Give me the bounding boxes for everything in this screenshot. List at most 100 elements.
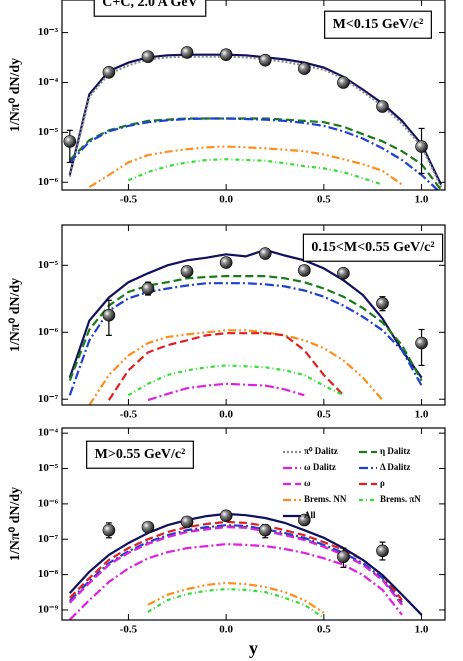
x-tick-label: 0.5 bbox=[317, 624, 331, 636]
annotation-box bbox=[324, 10, 432, 39]
data-point bbox=[337, 266, 350, 280]
y-tick-label: 10⁻⁸ bbox=[38, 568, 59, 580]
legend-label: All bbox=[304, 510, 316, 520]
data-point bbox=[415, 336, 428, 350]
x-tick-label: 0.0 bbox=[219, 194, 233, 206]
series-line bbox=[127, 158, 383, 186]
data-point bbox=[141, 520, 155, 534]
series-line bbox=[88, 145, 403, 189]
data-point bbox=[415, 140, 428, 153]
legend-label: Brems. NN bbox=[304, 494, 347, 504]
x-tick-label: -0.5 bbox=[120, 194, 138, 206]
x-tick-label: -0.5 bbox=[120, 624, 138, 636]
series-line bbox=[68, 512, 423, 616]
data-point bbox=[258, 523, 272, 537]
annotation-box bbox=[86, 440, 194, 469]
x-tick-label: -0.5 bbox=[120, 409, 138, 421]
data-point bbox=[219, 48, 233, 62]
data-point bbox=[180, 515, 194, 529]
series-line bbox=[68, 55, 443, 188]
series-line bbox=[69, 525, 403, 606]
data-point bbox=[141, 50, 155, 63]
y-tick-label: 10⁻⁶ bbox=[38, 326, 59, 338]
data-point bbox=[63, 135, 77, 148]
y-tick-label: 10⁻⁷ bbox=[38, 393, 59, 405]
y-axis-label: 1/Nπ⁰ dN/dy bbox=[8, 278, 23, 352]
legend-label: η Dalitz bbox=[380, 446, 410, 456]
data-point bbox=[258, 247, 272, 260]
plot-area bbox=[68, 53, 443, 190]
legend-label: ω bbox=[304, 478, 311, 488]
plot-area bbox=[68, 512, 423, 620]
data-point bbox=[102, 523, 116, 537]
data-point bbox=[337, 76, 350, 89]
data-point bbox=[376, 297, 389, 310]
legend-label: Brems. πN bbox=[380, 494, 421, 504]
y-tick-label: 10⁻⁹ bbox=[38, 603, 59, 615]
x-tick-label: 0.0 bbox=[219, 409, 233, 421]
y-axis-label: 1/Nπ⁰ dN/dy bbox=[8, 58, 23, 132]
data-point bbox=[180, 46, 194, 59]
data-point bbox=[298, 264, 311, 277]
annotation: 0.15<M<0.55 GeV/c² bbox=[311, 240, 434, 255]
series-line bbox=[127, 364, 344, 397]
annotation: M<0.15 GeV/c² bbox=[333, 17, 424, 32]
series-line bbox=[107, 332, 345, 401]
x-tick-label: 0.5 bbox=[317, 194, 331, 206]
data-point bbox=[376, 544, 389, 558]
series-line bbox=[68, 248, 423, 379]
data-point bbox=[180, 265, 194, 278]
y-tick-label: 10⁻⁷ bbox=[38, 533, 59, 545]
plot-area bbox=[68, 248, 423, 405]
y-tick-label: 10⁻⁶ bbox=[38, 497, 59, 509]
series-line bbox=[147, 581, 325, 614]
legend-label: ω Dalitz bbox=[304, 462, 336, 472]
series-line bbox=[69, 542, 403, 620]
y-tick-label: 10⁻⁵ bbox=[38, 259, 59, 271]
x-axis-label: y bbox=[249, 638, 258, 658]
y-tick-label: 10⁻³ bbox=[38, 26, 59, 38]
annotation: M>0.55 GeV/c² bbox=[95, 447, 186, 462]
data-point bbox=[102, 66, 116, 79]
data-point bbox=[102, 308, 116, 322]
y-tick-label: 10⁻⁵ bbox=[38, 462, 59, 474]
legend-label: π⁰ Dalitz bbox=[304, 446, 338, 456]
y-tick-label: 10⁻⁶ bbox=[38, 176, 59, 188]
plot-frame bbox=[61, 0, 446, 191]
y-axis-label: 1/Nπ⁰ dN/dy bbox=[8, 487, 23, 561]
data-point bbox=[298, 513, 311, 527]
x-tick-label: 1.0 bbox=[415, 194, 429, 206]
annotation-box bbox=[93, 0, 207, 17]
series-line bbox=[69, 524, 403, 604]
series-line bbox=[147, 382, 305, 402]
plot-frame bbox=[61, 224, 446, 406]
series-line bbox=[88, 329, 384, 405]
annotation-box bbox=[302, 233, 444, 262]
y-tick-label: 10⁻⁴ bbox=[38, 76, 59, 88]
legend-label: ρ bbox=[380, 478, 385, 488]
data-point bbox=[337, 550, 350, 564]
series-line bbox=[69, 525, 403, 606]
data-point bbox=[298, 62, 311, 75]
data-point bbox=[376, 100, 389, 113]
data-point bbox=[219, 256, 233, 269]
plot-frame bbox=[61, 427, 446, 621]
series-line bbox=[147, 587, 325, 619]
series-line bbox=[68, 275, 423, 382]
x-tick-label: 0.5 bbox=[317, 409, 331, 421]
series-line bbox=[69, 117, 440, 190]
x-tick-label: 1.0 bbox=[415, 624, 429, 636]
series-line bbox=[68, 282, 423, 396]
legend-label: Δ Dalitz bbox=[380, 462, 410, 472]
x-tick-label: 1.0 bbox=[415, 409, 429, 421]
series-line bbox=[69, 520, 403, 601]
data-point bbox=[258, 53, 272, 67]
y-tick-label: 10⁻⁴ bbox=[38, 427, 59, 439]
data-point bbox=[219, 509, 233, 523]
series-line bbox=[69, 117, 442, 190]
data-point bbox=[141, 282, 155, 295]
annotation: C+C, 2.0 A GeV bbox=[102, 0, 197, 10]
y-tick-label: 10⁻⁵ bbox=[38, 126, 59, 138]
